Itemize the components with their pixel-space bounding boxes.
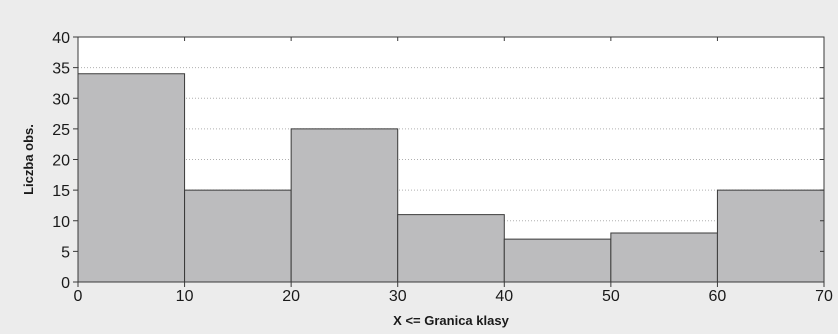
histogram-bar [397, 214, 505, 283]
plot-frame [77, 36, 825, 283]
x-axis-ticks: 0 10 20 30 40 50 60 70 [74, 37, 833, 305]
y-tick-label: 25 [52, 122, 70, 139]
histogram-bar [503, 238, 612, 283]
y-tick-label: 40 [52, 30, 70, 47]
histogram-bar [610, 232, 718, 283]
bars [77, 73, 825, 283]
x-axis-label: X <= Granica klasy [393, 313, 509, 328]
y-tick-label: 0 [61, 275, 70, 292]
y-tick-label: 10 [52, 214, 70, 231]
x-tick-label: 20 [282, 288, 300, 305]
y-tick-label: 5 [61, 244, 70, 261]
y-tick-label: 30 [52, 91, 70, 108]
x-tick-label: 70 [815, 288, 833, 305]
x-tick-label: 30 [389, 288, 407, 305]
x-tick-label: 10 [176, 288, 194, 305]
histogram-bar [716, 189, 825, 283]
y-axis-ticks: 0 5 10 15 20 25 30 35 40 [52, 30, 824, 292]
x-tick-label: 0 [74, 288, 83, 305]
histogram-bar [184, 189, 292, 283]
y-tick-label: 15 [52, 183, 70, 200]
x-tick-label: 50 [602, 288, 620, 305]
y-axis-label: Liczba obs. [21, 124, 36, 195]
y-tick-label: 35 [52, 61, 70, 78]
y-tick-label: 20 [52, 153, 70, 170]
histogram-bar [77, 73, 186, 283]
x-tick-label: 40 [495, 288, 513, 305]
x-tick-label: 60 [709, 288, 727, 305]
histogram-bar [290, 128, 399, 283]
